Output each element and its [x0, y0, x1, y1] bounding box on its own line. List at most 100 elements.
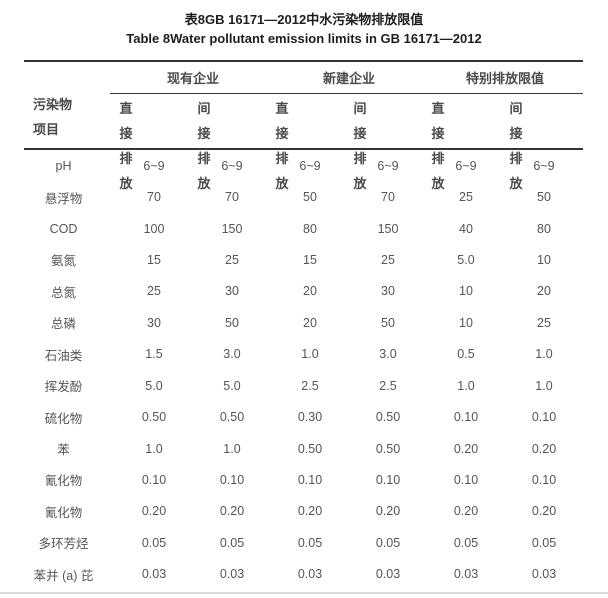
table-cell: 5.0 — [457, 252, 475, 267]
pollutant-label: 氨氮 — [50, 254, 76, 269]
table-title-zh: 表8GB 16171—2012中水污染物排放限值 — [184, 12, 424, 27]
table-cell: 6~9 — [143, 158, 165, 173]
table-row: 多环芳烃 0.05 0.05 0.05 0.05 0.05 0.05 — [24, 527, 583, 558]
table-cell: 6~9 — [299, 158, 321, 173]
table-cell: 6~9 — [221, 158, 243, 173]
table-cell: 0.03 — [141, 567, 167, 582]
table-cell: 0.30 — [297, 410, 323, 425]
sub-header-line1: 直接 — [275, 101, 289, 141]
table-cell: 0.20 — [531, 504, 557, 519]
table-row: 悬浮物 70 70 50 70 25 50 — [24, 181, 583, 212]
table-cell: 100 — [143, 221, 165, 236]
table-cell: 0.05 — [297, 535, 323, 550]
table-cell: 10 — [459, 315, 473, 330]
table-cell: 0.20 — [219, 504, 245, 519]
table-cell: 150 — [221, 221, 243, 236]
table-row: pH 6~9 6~9 6~9 6~9 6~9 6~9 — [24, 150, 583, 181]
table-row: 挥发酚 5.0 5.0 2.5 2.5 1.0 1.0 — [24, 370, 583, 401]
table-cell: 0.03 — [531, 567, 557, 582]
table-cell: 0.50 — [375, 410, 401, 425]
table-row: 氰化物 0.20 0.20 0.20 0.20 0.20 0.20 — [24, 496, 583, 527]
table-cell: 0.03 — [219, 567, 245, 582]
table-cell: 25 — [459, 190, 473, 205]
table-cell: 30 — [225, 284, 239, 299]
table-header: 污染物 项目 现有企业 新建企业 特别排放限值 直接 排放 间接 排放 直接 排… — [24, 60, 583, 191]
table-cell: 6~9 — [455, 158, 477, 173]
table-cell: 0.05 — [219, 535, 245, 550]
table-cell: 1.5 — [145, 347, 163, 362]
pollutant-label: 石油类 — [44, 348, 83, 363]
table-cell: 6~9 — [377, 158, 399, 173]
table-cell: 0.20 — [453, 441, 479, 456]
table-cell: 20 — [537, 284, 551, 299]
table-cell: 0.03 — [297, 567, 323, 582]
pollutant-label: 总氮 — [50, 285, 76, 300]
table-cell: 50 — [381, 315, 395, 330]
table-cell: 1.0 — [457, 378, 475, 393]
table-cell: 0.50 — [375, 441, 401, 456]
table-cell: 25 — [147, 284, 161, 299]
table-row: COD 100 150 80 150 40 80 — [24, 213, 583, 244]
pollutant-label: 多环芳烃 — [38, 537, 89, 552]
table-cell: 50 — [303, 190, 317, 205]
table-cell: 30 — [381, 284, 395, 299]
sub-header-line1: 间接 — [353, 101, 367, 141]
table-cell: 0.5 — [457, 347, 475, 362]
sub-header-line1: 直接 — [119, 101, 133, 141]
pollutant-label: 苯 — [57, 443, 70, 457]
sub-header-line2: 排放 — [431, 151, 445, 191]
table-cell: 0.50 — [141, 410, 167, 425]
row-header-line1: 污染物 — [33, 97, 73, 112]
group-header-existing-enterprises: 现有企业 — [166, 71, 219, 86]
table-cell: 0.10 — [453, 410, 479, 425]
table-cell: 0.10 — [297, 472, 323, 487]
table-cell: 3.0 — [223, 347, 241, 362]
table-cell: 70 — [147, 190, 161, 205]
pollutant-label: 总磷 — [50, 317, 76, 332]
table-cell: 0.50 — [297, 441, 323, 456]
table-cell: 25 — [537, 315, 551, 330]
table-cell: 2.5 — [379, 378, 397, 393]
sub-header-direct-discharge-2: 直接 排放 — [271, 93, 349, 191]
emission-limits-table: 污染物 项目 现有企业 新建企业 特别排放限值 直接 排放 间接 排放 直接 排… — [24, 60, 583, 590]
table-cell: 6~9 — [533, 158, 555, 173]
table-row: 苯并 (a) 芘 0.03 0.03 0.03 0.03 0.03 0.03 — [24, 558, 583, 589]
table-cell: 25 — [225, 252, 239, 267]
sub-header-line2: 排放 — [353, 151, 367, 191]
table-cell: 0.10 — [141, 472, 167, 487]
table-cell: 20 — [303, 284, 317, 299]
table-cell: 80 — [537, 221, 551, 236]
table-cell: 30 — [147, 315, 161, 330]
table-row: 苯 1.0 1.0 0.50 0.50 0.20 0.20 — [24, 433, 583, 464]
table-row: 石油类 1.5 3.0 1.0 3.0 0.5 1.0 — [24, 339, 583, 370]
table-row: 氰化物 0.10 0.10 0.10 0.10 0.10 0.10 — [24, 464, 583, 495]
table-cell: 0.03 — [375, 567, 401, 582]
column-header-pollutant-item: 污染物 项目 — [24, 62, 115, 148]
table-row: 硫化物 0.50 0.50 0.30 0.50 0.10 0.10 — [24, 401, 583, 432]
table-cell: 0.10 — [531, 472, 557, 487]
group-header-underline — [110, 93, 583, 94]
table-cell: 80 — [303, 221, 317, 236]
sub-header-line1: 直接 — [431, 101, 445, 141]
sub-header-indirect-discharge-1: 间接 排放 — [193, 93, 271, 191]
table-cell: 1.0 — [535, 347, 553, 362]
table-body: pH 6~9 6~9 6~9 6~9 6~9 6~9 悬浮物 70 70 50 … — [24, 150, 583, 590]
table-title-en: Table 8Water pollutant emission limits i… — [126, 31, 482, 46]
pollutant-label: COD — [49, 221, 78, 236]
table-cell: 50 — [537, 190, 551, 205]
group-header-new-enterprises: 新建企业 — [322, 71, 375, 86]
table-cell: 0.20 — [375, 504, 401, 519]
sub-header-line2: 排放 — [275, 151, 289, 191]
table-cell: 0.10 — [219, 472, 245, 487]
pollutant-label: 氰化物 — [44, 474, 83, 489]
table-cell: 0.03 — [453, 567, 479, 582]
table-cell: 70 — [225, 190, 239, 205]
table-cell: 0.05 — [531, 535, 557, 550]
table-cell: 40 — [459, 221, 473, 236]
sub-header-direct-discharge-3: 直接 排放 — [427, 93, 505, 191]
pollutant-label: 挥发酚 — [44, 380, 83, 395]
table-cell: 0.05 — [375, 535, 401, 550]
row-header-line2: 项目 — [33, 122, 60, 137]
sub-header-line1: 间接 — [509, 101, 523, 141]
